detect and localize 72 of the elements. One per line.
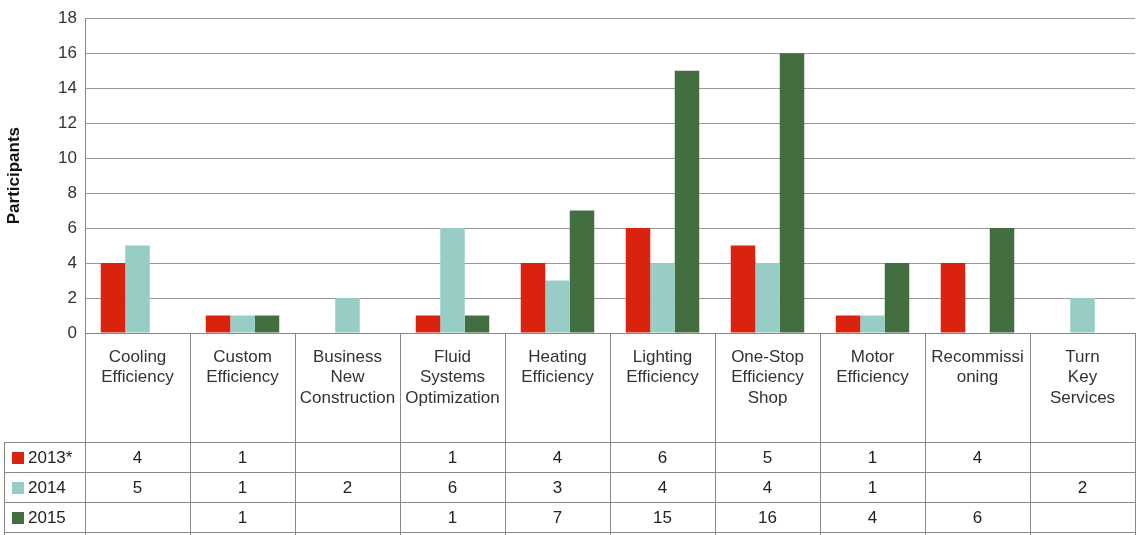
y-tick-label: 14 (58, 77, 77, 97)
x-tick-label: Custom Efficiency (206, 346, 280, 387)
data-label: 5 (762, 447, 773, 467)
data-label: 6 (447, 477, 458, 497)
data-label: 3 (552, 477, 563, 497)
bar (625, 228, 651, 333)
x-tick-label: Cooling Efficiency (101, 346, 175, 387)
data-label: 6 (972, 507, 983, 527)
data-label: 4 (972, 447, 983, 467)
bar (440, 228, 465, 333)
data-label: 1 (447, 447, 458, 467)
bar (835, 315, 861, 333)
y-tick-label: 8 (67, 182, 77, 202)
y-tick-label: 2 (67, 287, 77, 307)
y-axis-title: Participants (3, 126, 23, 225)
x-tick-label: Heating Efficiency (521, 346, 595, 387)
bar (254, 315, 280, 333)
data-label: 2 (1077, 477, 1088, 497)
data-label: 1 (237, 477, 248, 497)
legend-label: 2014 (28, 477, 66, 497)
data-label: 1 (867, 447, 878, 467)
y-tick-label: 0 (67, 322, 77, 342)
bar (569, 210, 595, 333)
data-label: 15 (653, 507, 672, 527)
bar (230, 315, 255, 333)
legend-label: 2015 (28, 507, 66, 527)
bar (415, 315, 441, 333)
data-label: 1 (237, 447, 248, 467)
data-label: 1 (237, 507, 248, 527)
bar (100, 263, 126, 333)
bar (650, 263, 675, 333)
x-tick-label: Fluid Systems Optimization (405, 346, 500, 407)
data-label: 1 (447, 507, 458, 527)
y-tick-label: 12 (58, 112, 77, 132)
data-label: 16 (758, 507, 777, 527)
y-tick-label: 10 (58, 147, 77, 167)
x-tick-label: One-Stop Efficiency Shop (731, 346, 805, 407)
y-tick-label: 6 (67, 217, 77, 237)
bar (545, 280, 570, 333)
data-label: 6 (657, 447, 668, 467)
data-label: 4 (762, 477, 773, 497)
x-tick-label: Recommissioning (931, 346, 1024, 387)
bar (860, 315, 885, 333)
bar (1070, 298, 1095, 333)
bar (205, 315, 231, 333)
data-label: 4 (867, 507, 878, 527)
data-label: 1 (867, 477, 878, 497)
bar (755, 263, 780, 333)
bar (730, 245, 756, 333)
x-tick-label: Turn Key Services (1049, 346, 1116, 407)
bar (940, 263, 966, 333)
bar (779, 53, 805, 333)
data-label: 5 (132, 477, 143, 497)
data-label: 4 (552, 447, 563, 467)
bar (125, 245, 150, 333)
bar (884, 263, 910, 333)
y-tick-label: 16 (58, 42, 77, 62)
bar (464, 315, 490, 333)
x-tick-label: Lighting Efficiency (626, 346, 700, 387)
bar (989, 228, 1015, 333)
y-tick-label: 4 (67, 252, 77, 272)
x-tick-label: Business New Construction (299, 346, 396, 407)
legend-label: 2013* (28, 447, 73, 467)
data-label: 4 (132, 447, 143, 467)
bar (520, 263, 546, 333)
x-tick-label: Motor Efficiency (836, 346, 910, 387)
y-tick-label: 18 (58, 7, 77, 27)
data-label: 2 (342, 477, 353, 497)
bar (335, 298, 360, 333)
data-label: 4 (657, 477, 668, 497)
data-label: 7 (552, 507, 563, 527)
bar (674, 70, 700, 333)
